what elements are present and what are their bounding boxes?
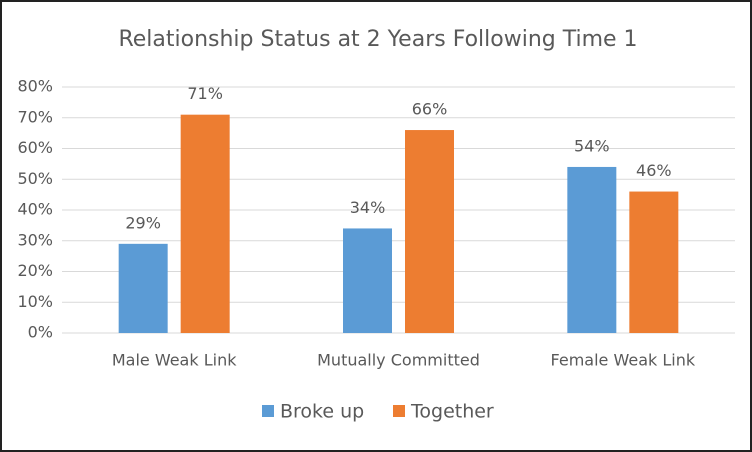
bar: [343, 228, 392, 333]
legend-label: Together: [410, 401, 494, 423]
y-tick-label: 30%: [17, 230, 53, 249]
bar: [180, 114, 230, 333]
value-label: 34%: [350, 198, 386, 217]
legend-swatch: [262, 405, 274, 417]
bar: [118, 243, 168, 333]
legend-swatch: [393, 405, 405, 417]
y-tick-label: 40%: [17, 200, 53, 219]
legend-label: Broke up: [280, 401, 364, 423]
bar: [405, 130, 454, 333]
y-tick-label: 20%: [17, 261, 53, 280]
chart-title: Relationship Status at 2 Years Following…: [118, 27, 637, 52]
bar: [629, 191, 679, 333]
bar: [567, 166, 617, 333]
y-tick-label: 0%: [28, 323, 53, 342]
x-tick-label: Female Weak Link: [551, 351, 696, 370]
y-tick-label: 80%: [17, 77, 53, 96]
value-label: 29%: [125, 213, 161, 232]
y-tick-label: 50%: [17, 169, 53, 188]
y-tick-label: 70%: [17, 107, 53, 126]
value-label: 71%: [187, 84, 223, 103]
y-tick-label: 60%: [17, 138, 53, 157]
y-tick-label: 10%: [17, 292, 53, 311]
x-tick-label: Mutually Committed: [317, 351, 480, 370]
value-label: 46%: [636, 161, 672, 180]
value-label: 66%: [412, 100, 448, 119]
value-label: 54%: [574, 136, 610, 155]
x-tick-label: Male Weak Link: [112, 351, 237, 370]
